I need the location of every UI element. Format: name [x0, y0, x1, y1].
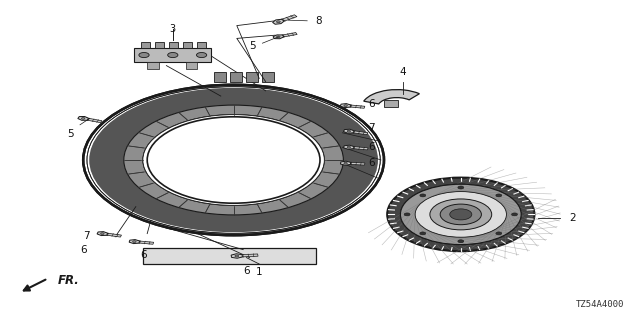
Polygon shape [262, 72, 274, 82]
Polygon shape [134, 48, 211, 62]
Polygon shape [169, 42, 178, 48]
Circle shape [415, 192, 506, 237]
Text: 4: 4 [400, 67, 406, 77]
Circle shape [235, 255, 239, 257]
Polygon shape [186, 62, 197, 69]
Polygon shape [348, 146, 368, 150]
Circle shape [276, 21, 280, 23]
Text: 6: 6 [368, 158, 374, 168]
Circle shape [276, 36, 280, 38]
Circle shape [81, 117, 85, 119]
Circle shape [100, 233, 104, 235]
Polygon shape [346, 162, 365, 165]
Polygon shape [340, 161, 351, 165]
Circle shape [89, 88, 378, 232]
Circle shape [124, 105, 344, 215]
Circle shape [440, 204, 481, 225]
Text: 7: 7 [83, 231, 90, 241]
Polygon shape [277, 15, 297, 23]
Polygon shape [102, 233, 122, 237]
Polygon shape [273, 35, 284, 39]
Circle shape [139, 52, 149, 58]
Text: 7: 7 [368, 123, 374, 133]
Circle shape [496, 194, 502, 197]
Text: 3: 3 [170, 24, 176, 34]
Polygon shape [230, 72, 242, 82]
Polygon shape [231, 254, 243, 258]
Polygon shape [278, 33, 297, 38]
Circle shape [458, 186, 464, 189]
Polygon shape [344, 129, 354, 133]
Polygon shape [78, 116, 88, 120]
Circle shape [344, 105, 348, 107]
Polygon shape [273, 19, 284, 24]
Circle shape [143, 115, 324, 205]
Circle shape [430, 199, 492, 230]
Circle shape [124, 105, 344, 215]
Text: 6: 6 [368, 99, 374, 109]
Circle shape [511, 213, 518, 216]
Polygon shape [344, 145, 354, 149]
Circle shape [401, 184, 521, 244]
Text: 8: 8 [315, 16, 321, 26]
Text: 1: 1 [256, 267, 262, 277]
Circle shape [168, 52, 178, 58]
Text: 6: 6 [80, 245, 86, 255]
Circle shape [347, 130, 351, 132]
Polygon shape [129, 240, 140, 244]
Polygon shape [97, 232, 108, 236]
Polygon shape [183, 42, 192, 48]
Circle shape [496, 232, 502, 235]
Text: 6: 6 [243, 266, 250, 276]
Circle shape [404, 213, 410, 216]
Circle shape [344, 162, 348, 164]
Circle shape [132, 241, 136, 243]
Polygon shape [141, 42, 150, 48]
Polygon shape [214, 72, 226, 82]
Circle shape [196, 52, 207, 58]
Polygon shape [340, 104, 351, 108]
Text: 2: 2 [570, 212, 576, 223]
Circle shape [450, 209, 472, 220]
Wedge shape [364, 90, 419, 104]
Polygon shape [134, 241, 154, 244]
Circle shape [420, 232, 426, 235]
Polygon shape [345, 105, 365, 108]
Polygon shape [155, 42, 164, 48]
Text: 6: 6 [368, 142, 374, 152]
Polygon shape [237, 254, 258, 257]
Polygon shape [348, 130, 368, 135]
Text: 5: 5 [67, 129, 74, 139]
Circle shape [420, 194, 426, 197]
Text: TZ54A4000: TZ54A4000 [575, 300, 624, 309]
Polygon shape [143, 248, 316, 264]
Text: 6: 6 [141, 250, 147, 260]
Polygon shape [147, 62, 159, 69]
Text: 5: 5 [250, 41, 256, 52]
Text: FR.: FR. [58, 274, 79, 286]
Circle shape [401, 184, 521, 244]
Circle shape [347, 146, 351, 148]
Circle shape [458, 240, 464, 243]
Polygon shape [384, 100, 398, 107]
Polygon shape [83, 117, 102, 123]
Polygon shape [246, 72, 258, 82]
Circle shape [143, 115, 324, 205]
Polygon shape [197, 42, 206, 48]
Circle shape [387, 178, 534, 251]
